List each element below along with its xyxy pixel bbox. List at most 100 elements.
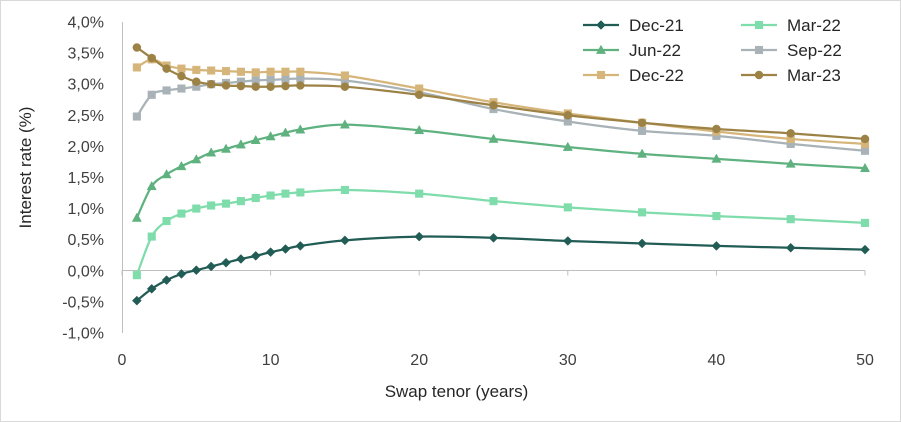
data-point-dec-21 xyxy=(340,235,350,246)
data-point-mar-22 xyxy=(638,208,647,217)
data-point-dec-21 xyxy=(132,295,142,306)
data-point-mar-22 xyxy=(162,216,171,226)
y-tick-label: 0,0% xyxy=(68,263,104,280)
data-point-jun-22 xyxy=(414,124,425,135)
x-tick-label: 30 xyxy=(559,352,577,369)
x-tick-label: 20 xyxy=(410,352,428,369)
data-point-jun-22 xyxy=(265,131,276,141)
y-tick-label: 4,0% xyxy=(68,15,104,32)
data-point-mar-22 xyxy=(221,199,231,208)
series-line-dec-21 xyxy=(136,235,866,302)
data-point-dec-22 xyxy=(296,67,305,76)
legend-item-jun-22: Jun-22 xyxy=(583,41,681,60)
data-point-mar-23 xyxy=(860,134,870,144)
data-point-mar-23 xyxy=(281,81,290,91)
data-point-sep-22 xyxy=(147,90,156,99)
data-point-mar-23 xyxy=(132,43,142,52)
data-point-jun-22 xyxy=(191,154,202,164)
legend: Dec-21 Mar-22 Jun-22 Sep-22 Dec-22 Mar-23 xyxy=(583,16,842,85)
data-point-dec-21 xyxy=(206,261,217,272)
data-point-dec-21 xyxy=(414,231,425,242)
data-point-jun-22 xyxy=(146,180,157,191)
data-point-mar-22 xyxy=(786,215,795,224)
data-point-jun-22 xyxy=(637,148,648,158)
data-point-mar-23 xyxy=(236,81,246,91)
data-point-mar-23 xyxy=(251,82,260,91)
y-tick-label: 2,5% xyxy=(68,108,104,125)
x-tick-label: 50 xyxy=(856,352,874,369)
series-line-mar-22 xyxy=(135,188,866,276)
y-tick-label: 3,5% xyxy=(68,46,104,63)
data-point-mar-22 xyxy=(563,203,572,212)
data-point-mar-22 xyxy=(132,271,141,280)
data-point-dec-21 xyxy=(860,244,870,255)
data-point-mar-23 xyxy=(414,90,424,100)
x-tick-label: 40 xyxy=(708,352,726,369)
data-point-mar-23 xyxy=(786,129,795,138)
y-tick-label: 1,5% xyxy=(68,170,104,187)
data-point-jun-22 xyxy=(711,153,722,163)
data-point-mar-22 xyxy=(251,193,260,203)
legend-swatch-marker xyxy=(754,20,764,30)
data-point-mar-22 xyxy=(712,212,721,221)
data-point-dec-21 xyxy=(562,236,573,246)
y-tick-label: 1,0% xyxy=(68,201,104,218)
axes-group xyxy=(122,22,865,333)
data-point-sep-22 xyxy=(860,146,870,155)
legend-swatch-marker xyxy=(595,44,607,54)
data-point-dec-22 xyxy=(281,67,290,76)
data-point-mar-23 xyxy=(147,53,156,63)
series-dec-22 xyxy=(132,55,870,148)
data-point-dec-21 xyxy=(161,275,172,285)
data-point-mar-22 xyxy=(207,201,216,210)
x-tick-label: 10 xyxy=(262,352,280,369)
y-tick-label: -0,5% xyxy=(62,294,104,311)
data-point-mar-23 xyxy=(266,82,275,91)
data-point-jun-22 xyxy=(176,160,187,171)
legend-item-dec-22: Dec-22 xyxy=(583,66,684,85)
data-point-jun-22 xyxy=(220,143,232,153)
data-point-mar-23 xyxy=(563,111,573,120)
data-point-dec-21 xyxy=(221,257,231,268)
legend-item-dec-21: Dec-21 xyxy=(583,16,684,35)
data-point-mar-23 xyxy=(162,64,171,73)
x-tick-label: 0 xyxy=(118,352,127,369)
y-tick-label: 3,0% xyxy=(68,77,104,94)
data-point-mar-22 xyxy=(177,209,186,218)
series-line-jun-22 xyxy=(135,123,866,219)
data-point-dec-22 xyxy=(192,65,201,74)
series-jun-22 xyxy=(131,119,871,222)
legend-item-mar-22: Mar-22 xyxy=(741,16,841,35)
data-point-jun-22 xyxy=(161,169,172,179)
x-tick-labels: 0 10 20 30 40 50 xyxy=(118,270,874,369)
data-point-dec-21 xyxy=(785,242,796,253)
legend-label: Dec-21 xyxy=(629,16,684,35)
data-point-jun-22 xyxy=(339,119,350,129)
data-point-dec-21 xyxy=(146,283,157,294)
data-point-mar-23 xyxy=(489,101,498,110)
data-point-dec-22 xyxy=(207,66,216,75)
data-point-jun-22 xyxy=(488,133,499,143)
data-point-sep-22 xyxy=(132,112,141,121)
data-point-sep-22 xyxy=(638,126,647,135)
data-point-mar-23 xyxy=(221,81,231,90)
data-point-dec-21 xyxy=(176,269,187,279)
data-point-dec-21 xyxy=(711,241,722,251)
data-point-dec-21 xyxy=(236,254,246,264)
legend-swatch-marker xyxy=(596,70,606,80)
data-point-jun-22 xyxy=(295,124,306,134)
data-point-mar-23 xyxy=(637,118,647,128)
data-point-mar-23 xyxy=(206,79,216,89)
legend-label: Sep-22 xyxy=(787,41,842,60)
series-mar-23 xyxy=(132,43,870,144)
data-point-dec-21 xyxy=(637,238,647,249)
data-point-jun-22 xyxy=(562,141,573,151)
data-point-jun-22 xyxy=(280,127,291,137)
data-point-mar-23 xyxy=(340,82,350,91)
data-point-sep-22 xyxy=(177,84,186,93)
legend-swatch-marker xyxy=(754,45,764,55)
data-point-mar-22 xyxy=(147,232,156,241)
data-point-mar-22 xyxy=(415,189,424,198)
series-mar-22 xyxy=(132,185,870,280)
